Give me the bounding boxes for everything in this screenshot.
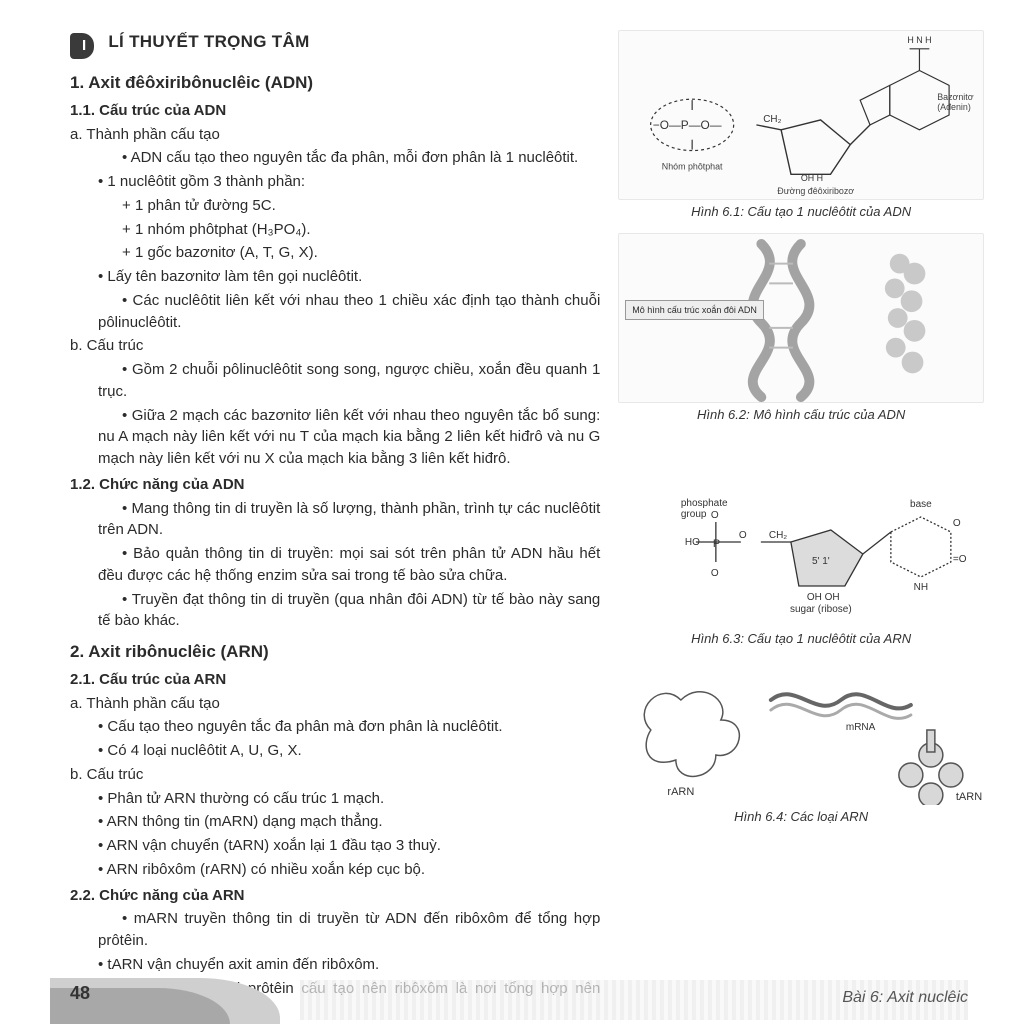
svg-text:OH H: OH H [801,173,823,183]
svg-text:O: O [711,568,719,579]
body-text: Phân tử ARN thường có cấu trúc 1 mạch. [70,788,600,810]
svg-text:HO: HO [685,537,700,548]
heading-1-2: 1.2. Chức năng của ADN [70,474,600,496]
svg-text:NH: NH [914,582,928,593]
svg-text:CH₂: CH₂ [764,114,782,125]
body-text: Mang thông tin di truyền là số lượng, th… [70,498,600,542]
section-tab-label: I [82,35,86,57]
body-text: Bảo quản thông tin di truyền: mọi sai só… [70,543,600,587]
figure-6-2-caption: Hình 6.2: Mô hình cấu trúc của ADN [618,407,984,422]
svg-text:O: O [953,518,961,529]
right-column: CH₂ −O—P—O— Nhóm phôtphat Đường đêôxirib… [618,30,984,964]
svg-text:phosphate group: phosphate group [681,498,731,520]
figure-6-1-caption: Hình 6.1: Cấu tạo 1 nuclêôtit của ADN [618,204,984,219]
heading-2-2: 2.2. Chức năng của ARN [70,885,600,907]
figure-6-1: CH₂ −O—P—O— Nhóm phôtphat Đường đêôxirib… [618,30,984,219]
body-text: 1 phân tử đường 5C. [70,195,600,217]
label-base: Bazơnitơ (Ađenin) [938,92,977,112]
body-text: ARN thông tin (mARN) dạng mạch thẳng. [70,811,600,833]
body-text: 1 nhóm phôtphat (H₃PO₄). [70,219,600,241]
label-tarn: tARN [956,791,982,803]
figure-6-2-boxlabel: Mô hình cấu trúc xoắn đôi ADN [625,300,764,320]
body-text: Giữa 2 mạch các bazơnitơ liên kết với nh… [70,405,600,470]
svg-text:O: O [739,530,747,541]
label-mrna: mRNA [846,722,876,733]
figure-6-2: Mô hình cấu trúc xoắn đôi ADN Hình 6.2: … [618,233,984,422]
svg-text:=O: =O [953,554,967,565]
footer: Bài 6: Axit nuclêic [0,972,1024,1024]
body-text: 1 gốc bazơnitơ (A, T, G, X). [70,242,600,264]
label-sugar: Đường đêôxiribozơ [778,186,855,196]
svg-text:O: O [711,510,719,521]
sub-a2: a. Thành phần cấu tạo [70,693,600,715]
body-text: Truyền đạt thông tin di truyền (qua nhân… [70,589,600,633]
figure-6-3: 5' 1' base CH₂ HO [618,452,984,646]
heading-2: 2. Axit ribônuclêic (ARN) [70,640,600,665]
section-header: I LÍ THUYẾT TRỌNG TÂM [70,30,600,65]
body-text: Gồm 2 chuỗi pôlinuclêôtit song song, ngư… [70,359,600,403]
body-text: 1 nuclêôtit gồm 3 thành phần: [70,171,600,193]
lesson-title: Bài 6: Axit nuclêic [842,989,968,1007]
body-text: mARN truyền thông tin di truyền từ ADN đ… [70,908,600,952]
figure-6-4: rARN mRNA tARN [618,660,984,824]
left-column: I LÍ THUYẾT TRỌNG TÂM 1. Axit đêôxiribôn… [70,30,600,964]
svg-text:sugar (ribose): sugar (ribose) [790,604,852,615]
figure-6-4-caption: Hình 6.4: Các loại ARN [618,809,984,824]
body-text: Có 4 loại nuclêôtit A, U, G, X. [70,740,600,762]
figure-6-1-image: CH₂ −O—P—O— Nhóm phôtphat Đường đêôxirib… [618,30,984,200]
body-text: ARN ribôxôm (rARN) có nhiều xoắn kép cục… [70,859,600,881]
body-text: Lấy tên bazơnitơ làm tên gọi nuclêôtit. [70,266,600,288]
heading-1: 1. Axit đêôxiribônuclêic (ADN) [70,71,600,96]
sub-b2: b. Cấu trúc [70,764,600,786]
label-phosphate: Nhóm phôtphat [662,161,723,171]
label-rarn: rARN [668,786,695,798]
svg-text:OH OH: OH OH [807,592,840,603]
body-text: ARN vận chuyển (tARN) xoắn lại 1 đầu tạo… [70,835,600,857]
svg-text:−O—P—O—: −O—P—O— [653,118,722,132]
heading-1-1: 1.1. Cấu trúc của ADN [70,100,600,122]
page-body: I LÍ THUYẾT TRỌNG TÂM 1. Axit đêôxiribôn… [70,30,984,964]
figure-6-2-image: Mô hình cấu trúc xoắn đôi ADN [618,233,984,403]
body-text: Các nuclêôtit liên kết với nhau theo 1 c… [70,290,600,334]
figure-6-3-image: 5' 1' base CH₂ HO [618,452,984,627]
sub-b: b. Cấu trúc [70,335,600,357]
heading-2-1: 2.1. Cấu trúc của ARN [70,669,600,691]
body-text: Cấu tạo theo nguyên tắc đa phân mà đơn p… [70,716,600,738]
section-tab: I [70,33,94,59]
svg-text:P: P [713,538,720,550]
svg-text:H N H: H N H [908,35,932,45]
figure-6-4-image: rARN mRNA tARN [618,660,984,805]
figure-6-3-caption: Hình 6.3: Cấu tạo 1 nuclêôtit của ARN [618,631,984,646]
sub-a: a. Thành phần cấu tạo [70,124,600,146]
svg-text:base: base [910,499,932,510]
body-text: ADN cấu tạo theo nguyên tắc đa phân, mỗi… [70,147,600,169]
svg-text:5' 1': 5' 1' [812,556,830,567]
section-title: LÍ THUYẾT TRỌNG TÂM [108,30,309,55]
svg-text:CH₂: CH₂ [769,530,787,541]
